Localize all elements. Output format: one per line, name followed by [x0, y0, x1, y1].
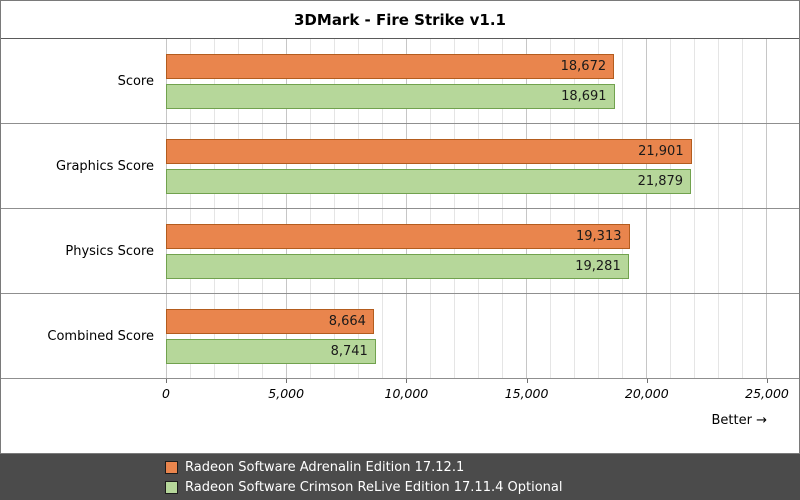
score-bar: 18,691 [166, 83, 615, 109]
x-tick-label: 20,000 [624, 386, 669, 401]
x-tick-mark [526, 379, 528, 383]
x-tick-mark [286, 379, 288, 383]
legend-label: Radeon Software Adrenalin Edition 17.12.… [185, 459, 465, 475]
score-bar: 8,741 [166, 338, 376, 364]
x-tick-label: 5,000 [268, 386, 305, 401]
category-plot: 18,672 18,691 [166, 39, 767, 123]
bar-value-label: 8,741 [330, 343, 368, 359]
bar-value-label: 19,281 [575, 258, 621, 274]
x-tick-label: 25,000 [745, 386, 789, 401]
category-row: Graphics Score 21,901 21,879 [1, 124, 799, 209]
score-bar: 19,313 [166, 223, 630, 249]
legend-item: Radeon Software Crimson ReLive Edition 1… [165, 480, 800, 495]
x-tick-label: 15,000 [504, 386, 549, 401]
x-tick-mark [767, 379, 768, 383]
bar-value-label: 19,313 [576, 228, 622, 244]
category-label: Physics Score [65, 243, 154, 259]
legend-label: Radeon Software Crimson ReLive Edition 1… [185, 479, 563, 495]
x-tick-label: 10,000 [384, 386, 429, 401]
score-bar: 19,281 [166, 253, 629, 279]
bar-value-label: 8,664 [328, 313, 366, 329]
legend-footer: Radeon Software Adrenalin Edition 17.12.… [0, 454, 800, 500]
score-bar: 21,901 [166, 138, 692, 164]
better-direction-label: Better → [711, 413, 767, 428]
bar-group: 19,313 19,281 [166, 209, 766, 293]
score-bar: 21,879 [166, 168, 692, 194]
bar-value-label: 18,672 [560, 58, 607, 74]
category-plot: 8,664 8,741 [166, 294, 767, 378]
score-bar: 8,664 [166, 308, 374, 334]
bar-group: 8,664 8,741 [166, 294, 766, 378]
x-tick-mark [406, 379, 408, 383]
category-label: Combined Score [47, 328, 154, 344]
score-bar: 18,672 [166, 53, 615, 79]
category-plot: 19,313 19,281 [166, 209, 767, 293]
x-axis-ticks: 0 5,000 10,000 15,000 20,000 25,000 [162, 379, 789, 411]
legend-swatch [165, 480, 178, 494]
legend-item: Radeon Software Adrenalin Edition 17.12.… [165, 460, 800, 475]
bar-value-label: 18,691 [561, 88, 607, 104]
chart-panel: 3DMark - Fire Strike v1.1 Score 18,672 18,… [0, 0, 800, 454]
chart-plot-area: Score 18,672 18,691 Graphics Score 21,901 21,… [1, 39, 799, 379]
x-tick-label: 0 [162, 386, 170, 401]
category-plot: 21,901 21,879 [166, 124, 767, 208]
bar-group: 21,901 21,879 [166, 124, 766, 208]
category-row: Physics Score 19,313 19,281 [1, 209, 799, 294]
bar-group: 18,672 18,691 [166, 39, 766, 123]
category-label: Graphics Score [56, 158, 154, 174]
bar-value-label: 21,879 [637, 173, 684, 189]
category-row: Combined Score 8,664 8,741 [1, 294, 799, 379]
legend-swatch [165, 460, 178, 474]
category-label: Score [117, 73, 154, 89]
x-axis: 0 5,000 10,000 15,000 20,000 25,000 [1, 379, 799, 411]
bar-value-label: 21,901 [638, 143, 684, 159]
x-tick-mark [646, 379, 648, 383]
category-row: Score 18,672 18,691 [1, 39, 799, 124]
chart-title: 3DMark - Fire Strike v1.1 [1, 1, 799, 39]
x-tick-mark [166, 379, 167, 383]
